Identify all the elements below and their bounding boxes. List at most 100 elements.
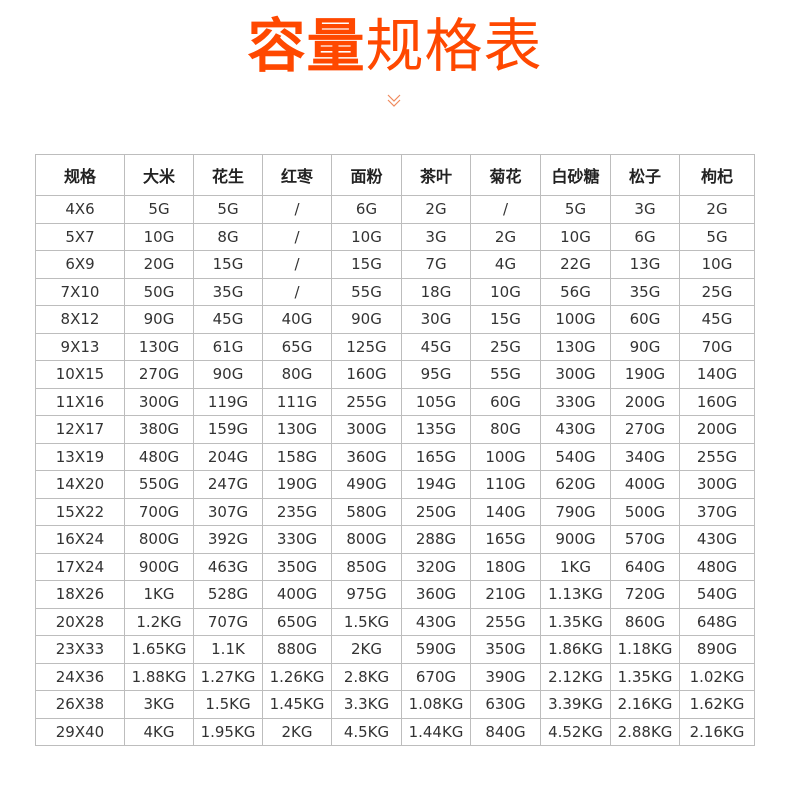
capacity-cell: 860G [610, 607, 680, 636]
capacity-cell: 1KG [124, 580, 194, 609]
capacity-cell: 2.12KG [540, 662, 611, 691]
column-header: 松子 [610, 154, 680, 196]
capacity-cell: 270G [124, 360, 194, 389]
capacity-cell: 350G [470, 635, 541, 664]
capacity-cell: 640G [610, 552, 680, 581]
double-chevron-down-icon [387, 94, 401, 107]
size-cell: 11X16 [35, 387, 125, 416]
capacity-cell: 140G [679, 360, 755, 389]
size-cell: 23X33 [35, 635, 125, 664]
capacity-cell: 2KG [262, 717, 332, 746]
capacity-cell: 1.62KG [679, 690, 755, 719]
table-row: 29X40 4KG 1.95KG 2KG 4.5KG 1.44KG 840G 4.52KG 2.… [35, 717, 755, 746]
size-cell: 6X9 [35, 250, 125, 279]
capacity-cell: 25G [470, 332, 541, 361]
capacity-cell: 1.95KG [193, 717, 263, 746]
capacity-cell: 975G [331, 580, 402, 609]
capacity-cell: 15G [470, 305, 541, 334]
table-row: 5X7 10G 8G/10G 3G 2G 10G 6G 5G [35, 222, 755, 251]
capacity-cell: 90G [193, 360, 263, 389]
capacity-cell: 180G [470, 552, 541, 581]
capacity-cell: 620G [540, 470, 611, 499]
capacity-cell: 1.2KG [124, 607, 194, 636]
capacity-cell: 570G [610, 525, 680, 554]
capacity-cell: 190G [262, 470, 332, 499]
capacity-cell: 250G [401, 497, 471, 526]
capacity-cell: 235G [262, 497, 332, 526]
capacity-cell: 1.13KG [540, 580, 611, 609]
capacity-cell: 2.16KG [679, 717, 755, 746]
capacity-cell: 65G [262, 332, 332, 361]
capacity-cell: 119G [193, 387, 263, 416]
capacity-cell: 840G [470, 717, 541, 746]
capacity-cell: 95G [401, 360, 471, 389]
capacity-cell: 270G [610, 415, 680, 444]
capacity-cell: 130G [124, 332, 194, 361]
capacity-cell: 430G [679, 525, 755, 554]
capacity-cell: 380G [124, 415, 194, 444]
capacity-cell: 10G [331, 222, 402, 251]
capacity-cell: 55G [331, 277, 402, 306]
capacity-cell: 900G [540, 525, 611, 554]
size-cell: 15X22 [35, 497, 125, 526]
capacity-cell: 4.52KG [540, 717, 611, 746]
capacity-cell: 1KG [540, 552, 611, 581]
capacity-cell: 90G [610, 332, 680, 361]
capacity-cell: 430G [401, 607, 471, 636]
size-cell: 12X17 [35, 415, 125, 444]
table-row: 20X28 1.2KG 707G 650G 1.5KG 430G 255G 1.35KG 860… [35, 607, 755, 636]
table-row: 11X16 300G 119G 111G 255G 105G 60G 330G 200G 160G [35, 387, 755, 416]
capacity-cell: 350G [262, 552, 332, 581]
capacity-cell: 45G [679, 305, 755, 334]
capacity-cell: 1.35KG [540, 607, 611, 636]
capacity-cell: 20G [124, 250, 194, 279]
capacity-cell: 590G [401, 635, 471, 664]
capacity-cell: 10G [540, 222, 611, 251]
capacity-cell: 400G [262, 580, 332, 609]
table-row: 7X10 50G 35G/55G 18G 10G 56G 35G 25G [35, 277, 755, 306]
capacity-cell: 80G [262, 360, 332, 389]
table-row: 9X13 130G 61G 65G 125G 45G 25G 130G 90G 70G [35, 332, 755, 361]
capacity-cell: 35G [193, 277, 263, 306]
capacity-cell: 61G [193, 332, 263, 361]
capacity-cell: 430G [540, 415, 611, 444]
capacity-cell: 800G [124, 525, 194, 554]
capacity-cell: / [262, 277, 332, 306]
table-row: 15X22 700G 307G 235G 580G 250G 140G 790G 500G 370… [35, 497, 755, 526]
capacity-cell: 1.88KG [124, 662, 194, 691]
capacity-cell: 200G [679, 415, 755, 444]
table-row: 14X20 550G 247G 190G 490G 194G 110G 620G 400G 300… [35, 470, 755, 499]
capacity-cell: 300G [331, 415, 402, 444]
size-cell: 5X7 [35, 222, 125, 251]
capacity-cell: 255G [470, 607, 541, 636]
table-row: 10X15 270G 90G 80G 160G 95G 55G 300G 190G 140G [35, 360, 755, 389]
capacity-cell: 370G [679, 497, 755, 526]
capacity-cell: 3.39KG [540, 690, 611, 719]
capacity-cell: 2.88KG [610, 717, 680, 746]
capacity-cell: 890G [679, 635, 755, 664]
capacity-cell: 900G [124, 552, 194, 581]
capacity-cell: 3.3KG [331, 690, 402, 719]
capacity-cell: 140G [470, 497, 541, 526]
capacity-cell: 300G [124, 387, 194, 416]
capacity-cell: 288G [401, 525, 471, 554]
capacity-cell: 2G [679, 195, 755, 224]
size-cell: 18X26 [35, 580, 125, 609]
capacity-cell: 135G [401, 415, 471, 444]
size-cell: 24X36 [35, 662, 125, 691]
capacity-cell: 45G [193, 305, 263, 334]
table-row: 24X36 1.88KG 1.27KG 1.26KG 2.8KG 670G 390G 2.12… [35, 662, 755, 691]
capacity-cell: 1.86KG [540, 635, 611, 664]
capacity-cell: 15G [331, 250, 402, 279]
title-regular: 规格表 [365, 12, 543, 80]
capacity-cell: 55G [470, 360, 541, 389]
capacity-cell: 5G [540, 195, 611, 224]
capacity-cell: 165G [470, 525, 541, 554]
capacity-cell: 720G [610, 580, 680, 609]
capacity-cell: 13G [610, 250, 680, 279]
column-header: 面粉 [331, 154, 402, 196]
capacity-cell: 6G [610, 222, 680, 251]
capacity-cell: 204G [193, 442, 263, 471]
capacity-cell: 1.02KG [679, 662, 755, 691]
table-row: 18X26 1KG 528G 400G 975G 360G 210G 1.13KG 720G 54… [35, 580, 755, 609]
